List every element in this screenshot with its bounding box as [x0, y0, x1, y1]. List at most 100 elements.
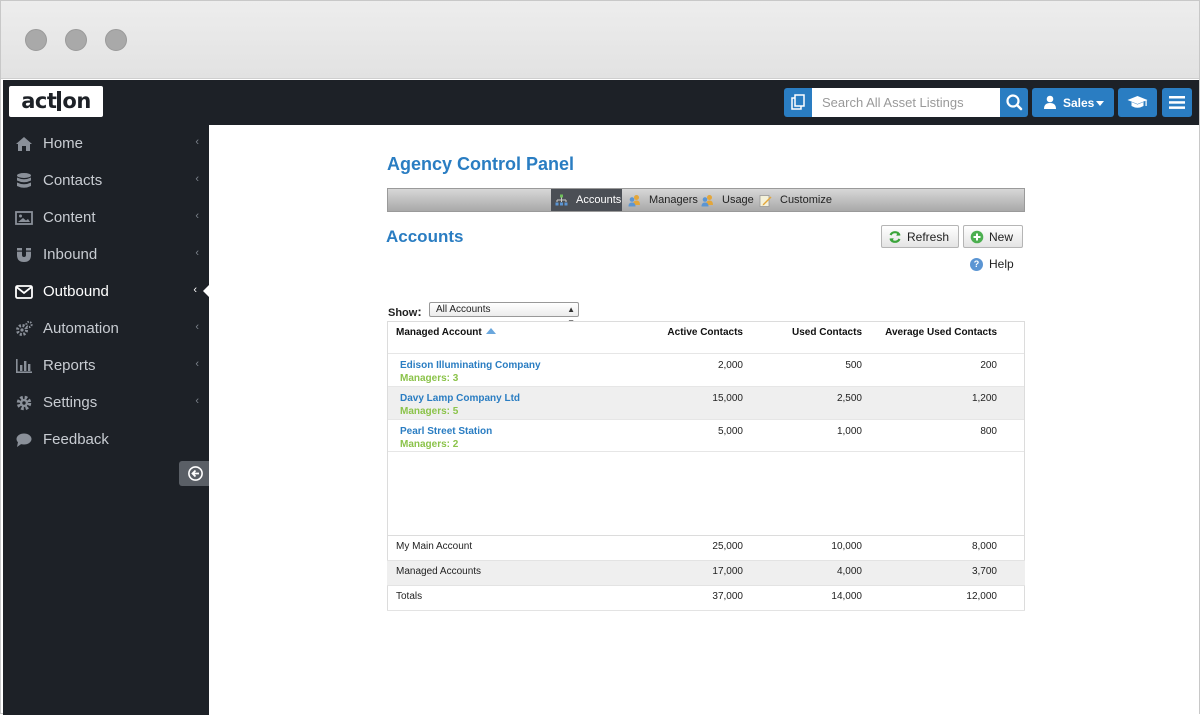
column-header-average-used-contacts[interactable]: Average Used Contacts [885, 327, 997, 338]
summary-row: Totals 37,000 14,000 12,000 [387, 586, 1025, 611]
section-title: Accounts [386, 227, 464, 246]
sidebar-item-reports[interactable]: Reports ‹ [3, 347, 209, 384]
search-icon[interactable] [1000, 88, 1028, 117]
table-row[interactable]: Pearl Street Station Managers: 2 5,000 1… [388, 419, 1024, 452]
summary-average-value: 3,700 [971, 566, 997, 577]
summary-label: Managed Accounts [396, 566, 482, 577]
column-header-label: Managed Account [396, 327, 482, 338]
users-icon [701, 195, 713, 207]
sidebar-item-settings[interactable]: Settings ‹ [3, 384, 209, 421]
used-contacts-value: 2,500 [836, 393, 862, 404]
tab-managers[interactable]: Managers [624, 189, 698, 211]
table-header: Managed Account Active Contacts Used Con… [388, 322, 1024, 353]
help-icon: ? [970, 258, 983, 271]
sidebar-item-automation[interactable]: Automation ‹ [3, 310, 209, 347]
envelope-icon [15, 285, 33, 299]
summary-table: My Main Account 25,000 10,000 8,000 Manage… [387, 535, 1025, 611]
show-label: Show: [388, 304, 422, 319]
show-label-text: Show [388, 307, 418, 319]
sidebar-item-feedback[interactable]: Feedback [3, 421, 209, 458]
page-title: Agency Control Panel [387, 154, 575, 174]
home-icon [16, 137, 32, 151]
tab-customize[interactable]: Customize [755, 189, 835, 211]
summary-active-value: 37,000 [712, 591, 743, 602]
summary-label: My Main Account [396, 541, 473, 552]
sidebar-item-inbound[interactable]: Inbound ‹ [3, 236, 209, 273]
users-icon [628, 195, 640, 207]
sidebar: Home ‹ Contacts ‹ Content ‹ Inbound ‹ Ou… [3, 125, 209, 715]
refresh-button-label: Refresh [907, 230, 950, 244]
sidebar-item-label: Contacts [43, 172, 103, 189]
chevron-left-icon: ‹ [195, 173, 199, 185]
chevron-left-icon: ‹ [195, 247, 199, 259]
managers-count[interactable]: Managers: 3 [400, 373, 459, 384]
new-button[interactable]: New [963, 225, 1023, 248]
main-content: Agency Control Panel Accounts Managers U… [209, 125, 1199, 715]
used-contacts-value: 500 [845, 360, 862, 371]
tab-label: Accounts [576, 194, 622, 206]
image-icon [15, 211, 33, 225]
help-label: Help [989, 257, 1014, 271]
act-on-logo[interactable]: act on [9, 86, 103, 117]
column-header-active-contacts[interactable]: Active Contacts [667, 327, 743, 338]
sitemap-icon [555, 194, 568, 206]
summary-used-value: 4,000 [836, 566, 862, 577]
tab-accounts[interactable]: Accounts [551, 189, 622, 211]
close-window-button[interactable] [25, 29, 47, 51]
active-indicator [203, 285, 209, 297]
average-used-value: 200 [980, 360, 997, 371]
account-name-link[interactable]: Edison Illuminating Company [400, 360, 541, 371]
arrow-circle-left-icon [188, 466, 203, 481]
minimize-window-button[interactable] [65, 29, 87, 51]
caret-down-icon [1096, 101, 1104, 106]
sidebar-item-content[interactable]: Content ‹ [3, 199, 209, 236]
managers-count[interactable]: Managers: 5 [400, 406, 459, 417]
tab-usage[interactable]: Usage [697, 189, 754, 211]
column-header-used-contacts[interactable]: Used Contacts [791, 327, 862, 338]
training-button[interactable] [1118, 88, 1157, 117]
summary-row: Managed Accounts 17,000 4,000 3,700 [387, 561, 1025, 586]
sidebar-item-outbound[interactable]: Outbound ‹ [3, 273, 209, 310]
comment-icon [16, 433, 32, 447]
sidebar-item-label: Reports [43, 357, 96, 374]
show-label-colon: : [417, 304, 422, 319]
accounts-table: Managed Account Active Contacts Used Con… [387, 321, 1025, 611]
hamburger-menu-icon[interactable] [1162, 88, 1192, 117]
window-titlebar [1, 1, 1199, 79]
summary-used-value: 14,000 [831, 591, 862, 602]
active-contacts-value: 5,000 [717, 426, 743, 437]
add-circle-icon [970, 230, 984, 244]
sidebar-item-label: Outbound [43, 283, 109, 300]
maximize-window-button[interactable] [105, 29, 127, 51]
user-menu-label: Sales [1063, 96, 1095, 110]
collapse-sidebar-button[interactable] [179, 461, 209, 486]
average-used-value: 800 [980, 426, 997, 437]
search-input[interactable] [812, 88, 1000, 117]
sidebar-item-contacts[interactable]: Contacts ‹ [3, 162, 209, 199]
used-contacts-value: 1,000 [836, 426, 862, 437]
refresh-button[interactable]: Refresh [881, 225, 959, 248]
sidebar-item-label: Inbound [43, 246, 98, 263]
account-filter-select[interactable]: All Accounts ▲▼ [429, 302, 579, 327]
sidebar-item-home[interactable]: Home ‹ [3, 125, 209, 162]
database-icon [17, 173, 31, 188]
sidebar-item-label: Automation [43, 320, 119, 337]
table-row[interactable]: Edison Illuminating Company Managers: 3 … [388, 353, 1024, 386]
sidebar-item-label: Settings [43, 394, 98, 411]
managers-count[interactable]: Managers: 2 [400, 439, 459, 450]
summary-average-value: 12,000 [966, 591, 997, 602]
active-contacts-value: 2,000 [717, 360, 743, 371]
account-name-link[interactable]: Davy Lamp Company Ltd [400, 393, 521, 404]
chevron-left-icon: ‹ [195, 395, 199, 407]
account-name-link[interactable]: Pearl Street Station [400, 426, 493, 437]
summary-average-value: 8,000 [971, 541, 997, 552]
summary-active-value: 25,000 [712, 541, 743, 552]
user-menu-button[interactable]: Sales [1032, 88, 1114, 117]
gears-icon [16, 320, 33, 336]
copy-icon[interactable] [784, 88, 812, 117]
tab-label: Managers [649, 194, 698, 206]
column-header-managed-account[interactable]: Managed Account [396, 327, 496, 338]
table-row[interactable]: Davy Lamp Company Ltd Managers: 5 15,000… [388, 386, 1024, 419]
account-filter-value: All Accounts [436, 304, 491, 315]
